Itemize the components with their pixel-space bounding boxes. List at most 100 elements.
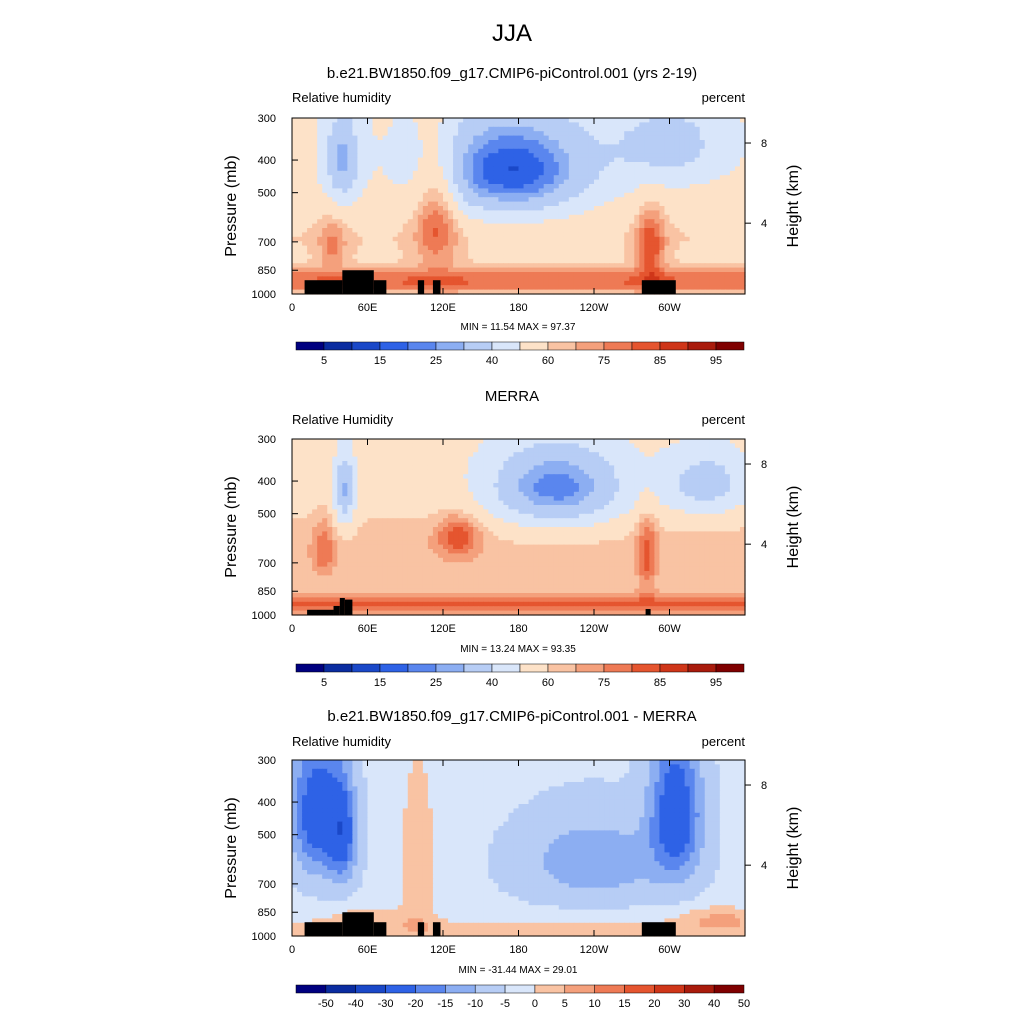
heatmap-cell — [357, 254, 364, 260]
heatmap-cell — [649, 258, 655, 264]
heatmap-cell — [473, 280, 479, 286]
heatmap-cell — [704, 219, 711, 225]
heatmap-cell — [377, 118, 384, 123]
x-tick-label: 180 — [509, 302, 527, 314]
heatmap-cell — [604, 175, 610, 181]
heatmap-cell — [337, 122, 343, 128]
heatmap-cell — [553, 443, 560, 449]
heatmap-cell — [493, 148, 499, 154]
heatmap-cell — [453, 496, 459, 502]
heatmap-cell — [573, 254, 580, 260]
heatmap-cell — [594, 201, 600, 207]
heatmap-cell — [357, 474, 364, 480]
heatmap-cell — [553, 135, 560, 141]
heatmap-cell — [659, 236, 666, 242]
heatmap-cell — [337, 192, 343, 198]
heatmap-cell — [332, 223, 338, 229]
heatmap-cell — [699, 487, 706, 493]
heatmap-cell — [302, 443, 308, 449]
heatmap-cell — [629, 474, 635, 480]
heatmap-cell — [302, 179, 308, 185]
heatmap-cell — [337, 197, 343, 203]
heatmap-cell — [644, 474, 650, 480]
heatmap-cell — [679, 232, 686, 238]
heatmap-cell — [493, 272, 499, 277]
heatmap-cell — [473, 118, 479, 123]
heatmap-cell — [448, 166, 454, 172]
heatmap-cell — [473, 201, 479, 207]
heatmap-cell — [498, 210, 504, 216]
heatmap-cell — [417, 148, 424, 154]
heatmap-cell — [432, 276, 439, 282]
heatmap-cell — [407, 483, 414, 488]
heatmap-cell — [468, 179, 474, 185]
heatmap-cell — [322, 122, 328, 128]
heatmap-cell — [689, 276, 696, 282]
heatmap-cell — [352, 184, 359, 189]
heatmap-cell — [739, 250, 746, 255]
heatmap-cell — [468, 276, 474, 282]
heatmap-cell — [543, 118, 550, 123]
heatmap-cell — [387, 439, 394, 444]
heatmap-cell — [674, 188, 681, 194]
heatmap-cell — [412, 144, 419, 150]
heatmap-cell — [599, 170, 605, 176]
heatmap-cell — [498, 443, 504, 449]
colorbar-label: 5 — [321, 355, 327, 367]
heatmap-cell — [372, 478, 379, 484]
heatmap-cell — [387, 206, 394, 211]
heatmap-cell — [443, 263, 449, 269]
heatmap-cell — [483, 170, 489, 176]
heatmap-cell — [357, 461, 364, 466]
heatmap-cell — [417, 263, 424, 269]
heatmap-cell — [312, 469, 318, 475]
heatmap-cell — [729, 201, 736, 207]
heatmap-cell — [699, 289, 706, 295]
heatmap-cell — [674, 166, 681, 172]
heatmap-cell — [594, 122, 600, 128]
heatmap-cell — [518, 254, 525, 260]
heatmap-cell — [689, 456, 696, 462]
heatmap-cell — [518, 148, 525, 154]
heatmap-cell — [548, 197, 555, 203]
heatmap-cell — [649, 474, 655, 480]
heatmap-cell — [317, 276, 323, 282]
heatmap-cell — [538, 241, 545, 247]
heatmap-cell — [402, 496, 409, 502]
heatmap-cell — [714, 223, 721, 229]
heatmap-cell — [312, 276, 318, 282]
heatmap-cell — [634, 461, 640, 466]
heatmap-cell — [639, 250, 645, 255]
heatmap-cell — [317, 135, 323, 141]
heatmap-cell — [704, 250, 711, 255]
heatmap-cell — [704, 170, 711, 176]
heatmap-cell — [458, 140, 464, 145]
heatmap-cell — [407, 122, 414, 128]
heatmap-cell — [297, 250, 303, 255]
heatmap-cell — [342, 443, 348, 449]
heatmap-cell — [604, 223, 610, 229]
heatmap-cell — [498, 461, 504, 466]
heatmap-cell — [594, 469, 600, 475]
heatmap-cell — [458, 131, 464, 137]
heatmap-cell — [357, 188, 364, 194]
heatmap-cell — [357, 126, 364, 132]
heatmap-cell — [493, 140, 499, 145]
heatmap-cell — [609, 175, 615, 181]
heatmap-cell — [297, 166, 303, 172]
heatmap-cell — [739, 184, 746, 189]
heatmap-cell — [629, 267, 635, 273]
heatmap-cell — [629, 289, 635, 295]
heatmap-cell — [659, 465, 666, 471]
heatmap-cell — [734, 258, 741, 264]
heatmap-cell — [427, 236, 434, 242]
heatmap-cell — [412, 166, 419, 172]
heatmap-cell — [468, 461, 474, 466]
heatmap-cell — [543, 443, 550, 449]
heatmap-cell — [402, 148, 409, 154]
heatmap-cell — [322, 267, 328, 273]
heatmap-cell — [699, 223, 706, 229]
heatmap-cell — [493, 184, 499, 189]
heatmap-cell — [437, 192, 444, 198]
heatmap-cell — [543, 456, 550, 462]
